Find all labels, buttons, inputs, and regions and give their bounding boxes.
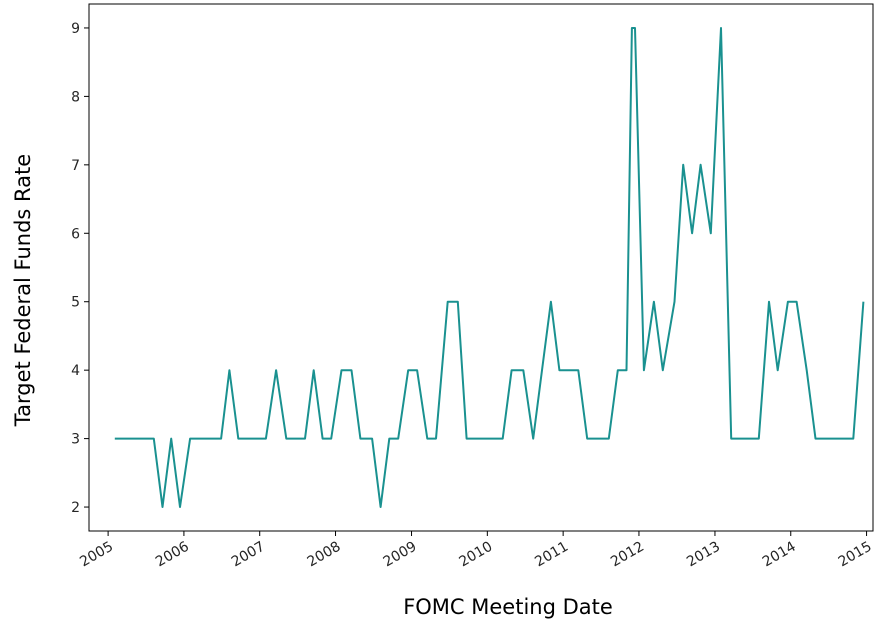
- x-tick-label: 2012: [608, 539, 647, 571]
- x-tick-label: 2010: [456, 539, 495, 571]
- x-tick-label: 2008: [305, 539, 344, 571]
- x-tick-label: 2014: [760, 539, 799, 571]
- y-axis: 2 3 4 5 6 7 8 9: [71, 21, 89, 516]
- x-tick-label: 2011: [532, 539, 571, 571]
- x-axis: 2005 2006 2007 2008 2009 2010 2011 2012 2013 2014…: [77, 531, 875, 571]
- y-tick-label: 3: [71, 432, 80, 448]
- x-tick-label: 2015: [836, 539, 875, 571]
- y-tick-label: 4: [71, 363, 80, 379]
- x-tick-label: 2007: [229, 539, 268, 571]
- x-tick-label: 2013: [684, 539, 723, 571]
- x-tick-label: 2006: [153, 539, 192, 571]
- plot-area: [88, 3, 874, 532]
- y-tick-label: 9: [71, 21, 80, 37]
- data-points: [115, 28, 864, 507]
- y-tick-label: 2: [71, 500, 80, 516]
- x-axis-label: FOMC Meeting Date: [403, 595, 613, 619]
- y-tick-label: 7: [71, 158, 80, 174]
- y-tick-label: 8: [71, 89, 80, 105]
- series-line: [114, 27, 865, 508]
- y-tick-label: 6: [71, 226, 80, 242]
- y-tick-label: 5: [71, 295, 80, 311]
- x-tick-label: 2009: [381, 539, 420, 571]
- y-axis-label: Target Federal Funds Rate: [11, 154, 35, 427]
- x-tick-label: 2005: [77, 539, 116, 571]
